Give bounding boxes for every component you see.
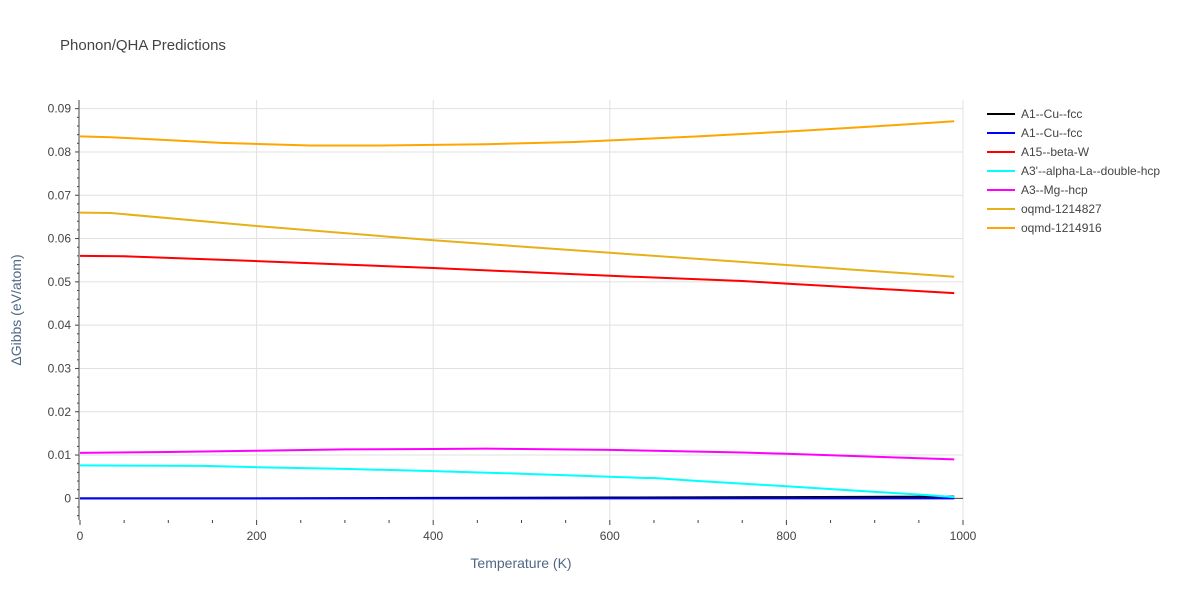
y-tick-label: 0.04: [48, 318, 72, 332]
legend-label: A15--beta-W: [1021, 145, 1090, 159]
y-tick-label: 0.08: [48, 145, 72, 159]
legend-label: A1--Cu--fcc: [1021, 107, 1082, 121]
legend-item[interactable]: A3--Mg--hcp: [987, 183, 1088, 197]
x-axis-ticks: 0 200 400 600 800 1000: [77, 520, 977, 543]
series-line-3: [79, 464, 955, 499]
legend-item[interactable]: A3'--alpha-La--double-hcp: [987, 164, 1160, 178]
legend-item[interactable]: A1--Cu--fcc: [987, 107, 1082, 121]
series-line-2: [79, 254, 955, 295]
y-tick-label: 0.01: [48, 448, 72, 462]
legend: A1--Cu--fcc A1--Cu--fcc A15--beta-W A3'--al…: [987, 107, 1160, 235]
legend-item[interactable]: A1--Cu--fcc: [987, 126, 1082, 140]
grid: [80, 100, 964, 520]
x-tick-label: 800: [776, 529, 796, 543]
legend-label: A1--Cu--fcc: [1021, 126, 1082, 140]
y-tick-label: 0: [64, 491, 71, 505]
y-tick-label: 0.05: [48, 275, 72, 289]
y-tick-label: 0.07: [48, 188, 72, 202]
series-lines: [79, 120, 955, 500]
chart-title: Phonon/QHA Predictions: [60, 37, 226, 54]
x-axis-label: Temperature (K): [470, 555, 571, 571]
y-axis-label: ΔGibbs (eV/atom): [8, 254, 24, 365]
y-tick-label: 0.03: [48, 361, 72, 375]
series-line-4: [79, 447, 955, 461]
x-tick-label: 1000: [950, 529, 977, 543]
series-line-6: [79, 120, 955, 147]
legend-label: A3--Mg--hcp: [1021, 183, 1088, 197]
legend-item[interactable]: A15--beta-W: [987, 145, 1090, 159]
y-tick-label: 0.09: [48, 102, 72, 116]
y-tick-label: 0.06: [48, 232, 72, 246]
legend-item[interactable]: oqmd-1214916: [987, 221, 1102, 235]
x-tick-label: 0: [77, 529, 84, 543]
legend-label: oqmd-1214827: [1021, 202, 1102, 216]
x-tick-label: 600: [600, 529, 620, 543]
x-tick-label: 400: [423, 529, 443, 543]
series-line-5: [79, 211, 955, 278]
legend-label: A3'--alpha-La--double-hcp: [1021, 164, 1160, 178]
legend-item[interactable]: oqmd-1214827: [987, 202, 1102, 216]
x-tick-label: 200: [247, 529, 267, 543]
legend-label: oqmd-1214916: [1021, 221, 1102, 235]
y-tick-label: 0.02: [48, 405, 72, 419]
y-axis-ticks: 0 0.01 0.02 0.03 0.04 0.05 0.06 0.07 0.08 0.09: [48, 102, 79, 517]
